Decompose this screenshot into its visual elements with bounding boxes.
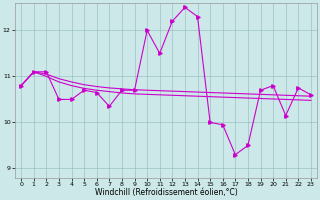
X-axis label: Windchill (Refroidissement éolien,°C): Windchill (Refroidissement éolien,°C) bbox=[95, 188, 237, 197]
